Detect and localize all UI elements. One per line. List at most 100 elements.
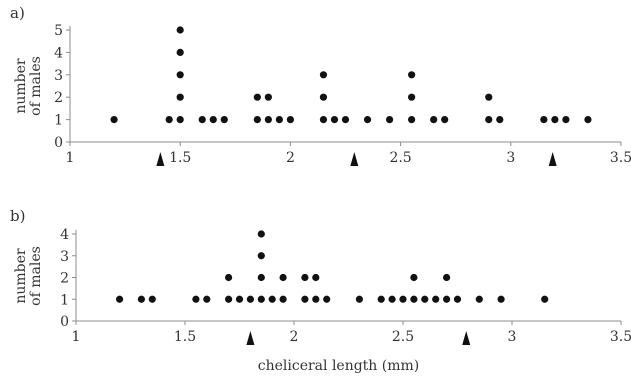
panel-a-data-point: [220, 116, 228, 124]
panel-a-y-tick-label: 1: [54, 113, 63, 129]
panel-a-data-point: [562, 116, 570, 124]
panel-a-x-tick-label: 3.5: [610, 150, 631, 166]
panel-b-data-point: [257, 252, 265, 260]
panel-a-data-point: [341, 116, 350, 124]
panel-b-y-tick-label: 4: [60, 227, 69, 243]
panel-b-data-point: [475, 295, 483, 303]
panel-a-data-point: [408, 93, 416, 101]
panel-b-data-point: [301, 295, 309, 303]
panel-b-data-point: [377, 295, 385, 303]
panel-a-data-point: [209, 116, 217, 124]
panel-a-data-point: [110, 116, 118, 124]
panel-a-data-point: [253, 93, 261, 101]
panel-b-data-point: [323, 295, 331, 303]
panel-b-data-point: [192, 295, 200, 303]
panel-b-y-axis-title-line: number: [13, 248, 29, 304]
panel-b-data-point: [279, 295, 287, 303]
panel-b-data-point: [257, 295, 265, 303]
panel-b-data-point: [279, 273, 287, 282]
panel-b-data-point: [443, 273, 451, 282]
panel-b-x-tick-label: 1.5: [174, 329, 196, 345]
panel-a-y-axis-title: numberof males: [13, 56, 44, 116]
panel-a-data-point: [198, 116, 206, 124]
panel-a-data-point: [319, 71, 328, 79]
panel-b-data-point: [421, 295, 429, 303]
panel-a-data-point: [253, 116, 261, 124]
panel-b-data-point: [148, 295, 156, 303]
panel-b-y-tick-label: 0: [60, 314, 69, 330]
panel-a-data-point: [540, 116, 548, 124]
panel-b-arrow-marker: [462, 331, 471, 345]
panel-b-data-point: [453, 295, 462, 303]
panel-a-data-point: [165, 116, 173, 124]
panel-a-data-point: [176, 93, 184, 101]
panel-a-data-point: [485, 116, 493, 124]
panel-b-data-point: [355, 295, 363, 303]
panel-a-data-point: [176, 71, 184, 79]
panel-a-data-point: [430, 116, 438, 124]
panel-b-data-point: [268, 295, 276, 303]
panel-a-data-point: [264, 116, 272, 124]
panel-a-y-tick-label: 0: [54, 135, 63, 151]
panel-a-data-point: [330, 116, 339, 124]
panel-a-data-point: [408, 116, 416, 124]
panel-a-data-point: [485, 93, 493, 101]
panel-b-y-axis-title: numberof males: [13, 246, 44, 306]
panel-a-label: a): [10, 4, 25, 22]
panel-b-data-point: [257, 273, 265, 282]
panel-a-data-point: [496, 116, 504, 124]
panel-a-x-tick-label: 1.5: [169, 150, 191, 166]
panel-b-y-tick-label: 2: [60, 271, 69, 287]
panel-a-y-tick-label: 4: [54, 45, 63, 61]
panel-b-data-point: [246, 295, 254, 303]
panel-a-y-tick-label: 2: [54, 90, 63, 106]
panel-a-data-point: [584, 116, 592, 124]
panel-b-data-point: [432, 295, 440, 303]
panel-a-data-point: [176, 26, 184, 34]
panel-a-data-point: [363, 116, 372, 124]
panel-b-data-point: [312, 295, 320, 303]
panel-a-y-axis-title-line: number: [13, 58, 29, 114]
panel-a-y-tick-label: 3: [54, 68, 63, 84]
panel-b-data-point: [301, 273, 309, 282]
panel-a-x-tick-label: 2.5: [389, 150, 411, 166]
panel-b-data-point: [410, 273, 418, 282]
panel-b-label: b): [10, 207, 25, 225]
panel-a-data-point: [176, 116, 184, 124]
panel-b-x-tick-label: 2.5: [392, 329, 414, 345]
panel-a-data-point: [319, 93, 328, 101]
panel-a-x-tick-label: 3: [506, 150, 515, 166]
panel-b-data-point: [497, 295, 505, 303]
panel-a-arrow-marker: [548, 152, 557, 166]
panel-a-arrow-marker: [156, 152, 165, 166]
panel-b-data-point: [410, 295, 418, 303]
panel-b-data-point: [388, 295, 396, 303]
panel-b-data-point: [257, 230, 265, 238]
panel-b-x-tick-label: 2: [290, 329, 299, 345]
panel-a-data-point: [385, 116, 394, 124]
panel-b-y-axis-title-line: of males: [28, 246, 44, 306]
panel-b-x-tick-label: 3.5: [610, 329, 631, 345]
panel-b-data-point: [399, 295, 407, 303]
panel-b-data-point: [203, 295, 211, 303]
panel-b-data-point: [312, 273, 320, 282]
panel-a-data-point: [176, 48, 184, 57]
panel-b-y-tick-label: 3: [60, 249, 69, 265]
panel-b-y-tick-label: 1: [60, 292, 69, 308]
panel-b-data-point: [541, 295, 549, 303]
panel-a-x-tick-label: 1: [66, 150, 75, 166]
panel-a-data-point: [408, 71, 416, 79]
panel-b-x-axis-title: cheliceral length (mm): [258, 358, 420, 374]
panel-a-data-point: [264, 93, 272, 101]
panel-a-data-point: [286, 116, 294, 124]
panel-a-data-point: [319, 116, 328, 124]
panel-b-arrow-marker: [246, 331, 255, 345]
panel-a-data-point: [275, 116, 283, 124]
panel-a-arrow-marker: [350, 152, 359, 166]
panel-b-data-point: [137, 295, 145, 303]
panel-a-data-point: [441, 116, 449, 124]
panel-a-y-tick-label: 5: [54, 23, 63, 39]
